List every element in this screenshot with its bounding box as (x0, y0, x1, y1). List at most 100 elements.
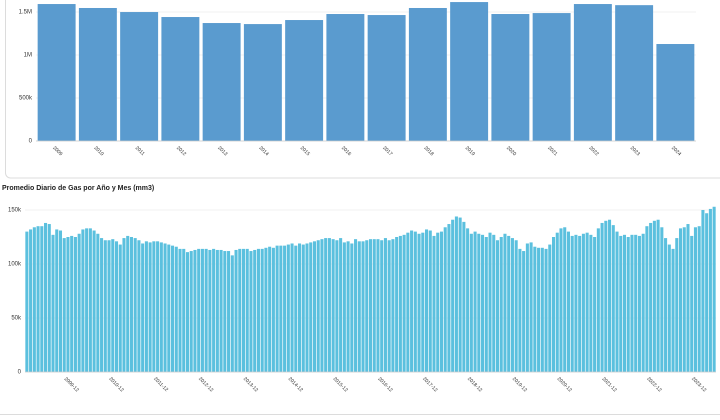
bar (25, 231, 29, 372)
bar (368, 239, 373, 372)
x-tick-label: 2015-12 (332, 376, 349, 393)
x-tick-label: 2018-12 (466, 376, 483, 393)
bar (656, 44, 695, 141)
bar (522, 251, 526, 372)
bar (227, 251, 231, 372)
y-tick-label: 150k (8, 208, 22, 214)
bar (604, 220, 608, 372)
bar (120, 12, 159, 141)
x-tick-label: 2020-12 (556, 376, 573, 393)
x-tick-label: 2014-12 (287, 376, 304, 393)
bar (279, 245, 283, 372)
bar (111, 239, 115, 372)
bar (197, 248, 201, 372)
bar (454, 216, 458, 372)
bar (73, 237, 77, 372)
bar (204, 248, 208, 372)
bar (85, 228, 89, 372)
bar (551, 237, 556, 372)
bar (193, 249, 197, 372)
bar (92, 230, 96, 372)
y-tick-label: 0 (29, 139, 33, 145)
bar (51, 234, 55, 372)
x-tick-label: 2016-12 (376, 376, 393, 393)
x-tick-label: 2009-12 (63, 376, 80, 393)
bar (163, 243, 167, 372)
bar (645, 226, 649, 372)
bar (469, 233, 473, 372)
bar (548, 244, 552, 372)
bar (428, 230, 432, 372)
chart-title: Promedio Diario de Gas por Año y Mes (mm… (2, 185, 154, 192)
bar (327, 238, 331, 372)
bar (514, 240, 518, 372)
bar (408, 7, 447, 142)
bar (615, 5, 654, 141)
bar (171, 245, 175, 372)
bar (55, 229, 59, 372)
bar (256, 248, 260, 372)
bar (380, 240, 384, 372)
bar (245, 248, 249, 372)
bar (391, 239, 395, 372)
bar (285, 20, 324, 141)
bar (77, 233, 81, 372)
bar (88, 228, 92, 372)
bar (641, 233, 645, 372)
bar (301, 244, 305, 372)
bar (62, 238, 66, 372)
x-tick-label: 2017-12 (421, 376, 438, 393)
bar (495, 240, 500, 372)
bar (331, 239, 335, 372)
bar (537, 247, 541, 372)
y-tick-label: 50k (11, 316, 22, 322)
x-tick-label: 2011-12 (152, 376, 169, 393)
bar (223, 251, 227, 372)
bar (238, 248, 242, 372)
bar (593, 237, 597, 372)
y-tick-label: 1M (24, 53, 32, 59)
bar (630, 234, 634, 372)
bar (78, 7, 117, 142)
bar (705, 213, 709, 372)
bar (667, 244, 671, 372)
bar (525, 243, 529, 372)
bar (532, 13, 571, 142)
bar (678, 228, 683, 372)
bar (432, 235, 436, 372)
bar (298, 243, 302, 372)
bar (320, 239, 324, 372)
bar (671, 248, 675, 372)
bar (462, 221, 466, 372)
bar (290, 243, 294, 372)
bar (622, 234, 627, 372)
bar (675, 238, 679, 372)
bar (58, 230, 63, 372)
bar (161, 17, 200, 141)
bar (566, 231, 570, 372)
bar (129, 237, 133, 372)
bar (436, 232, 440, 372)
bar (271, 247, 275, 372)
bar (335, 240, 339, 372)
bar (398, 235, 402, 372)
bar (275, 245, 279, 372)
bar (611, 225, 615, 372)
bar (402, 234, 406, 372)
bar (243, 24, 282, 141)
bar (600, 222, 604, 372)
bar (518, 248, 522, 372)
bar (424, 229, 429, 372)
bar (383, 238, 387, 372)
bar (619, 235, 623, 372)
bar (141, 243, 145, 372)
x-tick-label: 2010-12 (107, 376, 124, 393)
x-tick-label: 2019-12 (511, 376, 528, 393)
bar (413, 231, 417, 372)
bar (637, 235, 641, 372)
bar (122, 238, 126, 372)
bar (361, 241, 365, 372)
bar (212, 248, 216, 372)
bar (533, 246, 537, 372)
